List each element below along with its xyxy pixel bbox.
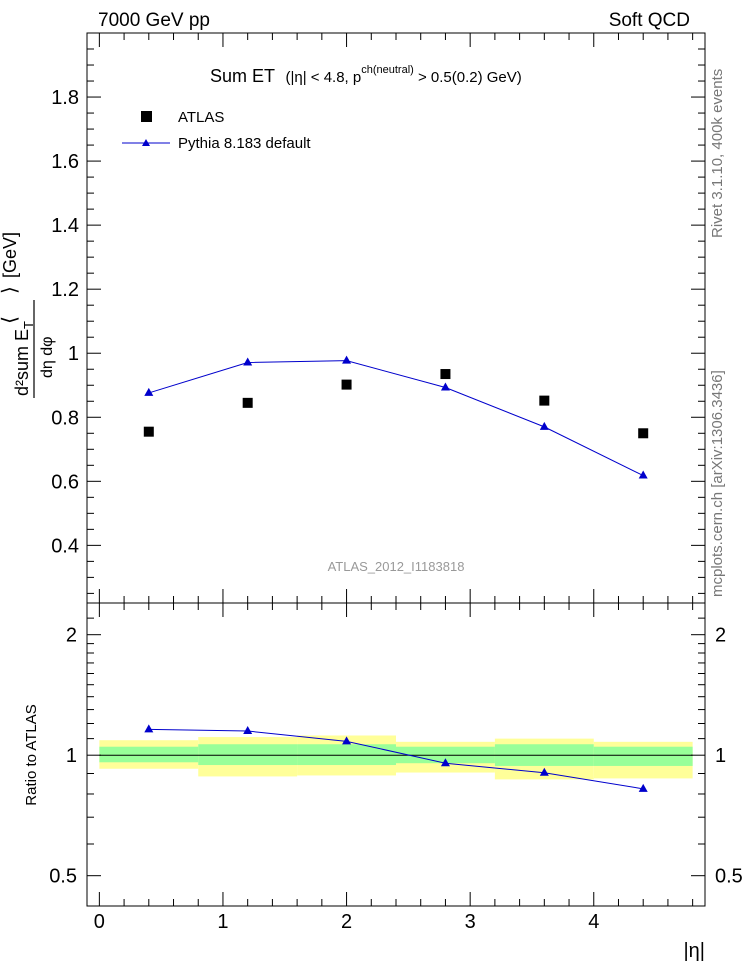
atlas-point xyxy=(341,379,352,390)
ratio-x-tick-label: 2 xyxy=(341,911,352,933)
main-y-axis-label: ⟨ d²sum ET dη dφ ⟩ [GeV] xyxy=(0,232,56,398)
main-y-tick-label: 1.4 xyxy=(51,215,79,237)
pythia-point xyxy=(243,357,253,366)
legend-atlas-marker xyxy=(141,111,152,122)
atlas-point xyxy=(638,428,649,439)
ratio-band-inner xyxy=(297,744,396,766)
ratio-x-axis: 0 1 2 3 4 xyxy=(94,603,694,933)
atlas-point xyxy=(440,369,451,380)
atlas-point xyxy=(539,395,550,406)
pythia-point xyxy=(638,470,648,479)
ratio-band-inner xyxy=(99,746,199,763)
main-y-tick-label: 1.2 xyxy=(51,279,79,301)
y-label-open: ⟨ xyxy=(0,316,21,324)
main-y-tick-label: 1.8 xyxy=(51,87,79,109)
legend-atlas-label: ATLAS xyxy=(178,109,224,126)
pythia-ratio-point xyxy=(243,726,253,735)
ratio-x-tick-label: 0 xyxy=(94,911,105,933)
main-y-tick-label: 1 xyxy=(68,343,79,365)
pythia-point xyxy=(342,355,352,364)
atlas-point xyxy=(143,426,154,437)
y-label-denominator: dη dφ xyxy=(39,336,56,378)
header-right: Soft QCD xyxy=(609,10,690,31)
ratio-y-tick-label-right: 1 xyxy=(715,745,726,767)
pythia-ratio-point xyxy=(638,783,648,792)
main-series xyxy=(143,355,649,479)
source-info: mcplots.cern.ch [arXiv:1306.3436] xyxy=(709,370,726,597)
ratio-band-inner xyxy=(198,744,298,766)
y-label-numerator: d²sum ET xyxy=(12,321,36,396)
main-y-tick-label: 0.4 xyxy=(51,535,79,557)
ratio-y-tick-label-right: 0.5 xyxy=(715,866,743,888)
pythia-ratio-point xyxy=(144,724,154,733)
ratio-y-axis: 0.5 0.5 1 1 2 2 xyxy=(49,617,743,888)
y-label-close: ⟩ xyxy=(0,286,21,294)
main-y-axis: 0.4 0.6 0.8 1 1.2 1.4 1.6 1.8 xyxy=(51,32,705,594)
legend: ATLAS Pythia 8.183 default xyxy=(122,109,311,152)
pythia-ratio-point xyxy=(342,736,352,745)
ratio-y-tick-label: 1 xyxy=(66,745,77,767)
pythia-ratio-line xyxy=(148,728,644,790)
pythia-ratio-point xyxy=(440,758,450,767)
pythia-point xyxy=(144,387,154,396)
ratio-y-tick-label-right: 2 xyxy=(715,625,726,647)
legend-pythia-label: Pythia 8.183 default xyxy=(178,135,311,152)
ratio-x-tick-label: 4 xyxy=(588,911,599,933)
ratio-band-inner xyxy=(593,746,693,766)
ratio-x-tick-label: 3 xyxy=(465,911,476,933)
main-y-tick-label: 0.8 xyxy=(51,407,79,429)
x-axis-label: |η| xyxy=(683,940,705,962)
legend-pythia-marker xyxy=(142,139,150,146)
pythia-line xyxy=(148,360,644,476)
pythia-ratio-point xyxy=(539,767,549,776)
ratio-series xyxy=(144,724,648,792)
ratio-uncertainty-bands xyxy=(99,735,693,780)
main-x-axis xyxy=(98,33,694,603)
main-y-tick-label: 0.6 xyxy=(51,471,79,493)
rivet-info: Rivet 3.1.10, 400k events xyxy=(709,69,726,238)
analysis-watermark: ATLAS_2012_I1183818 xyxy=(328,559,465,574)
atlas-point xyxy=(242,397,253,408)
pythia-point xyxy=(539,421,549,430)
header-left: 7000 GeV pp xyxy=(98,10,210,31)
y-label-unit: [GeV] xyxy=(0,232,20,278)
main-y-tick-label: 1.6 xyxy=(51,151,79,173)
ratio-y-tick-label: 0.5 xyxy=(49,866,77,888)
pythia-point xyxy=(440,382,450,391)
ratio-y-axis-label: Ratio to ATLAS xyxy=(23,704,40,805)
ratio-y-tick-label: 2 xyxy=(66,625,77,647)
ratio-x-tick-label: 1 xyxy=(217,911,228,933)
plot-title: Sum ET (|η| < 4.8, pch(neutral) > 0.5(0.… xyxy=(210,64,522,86)
